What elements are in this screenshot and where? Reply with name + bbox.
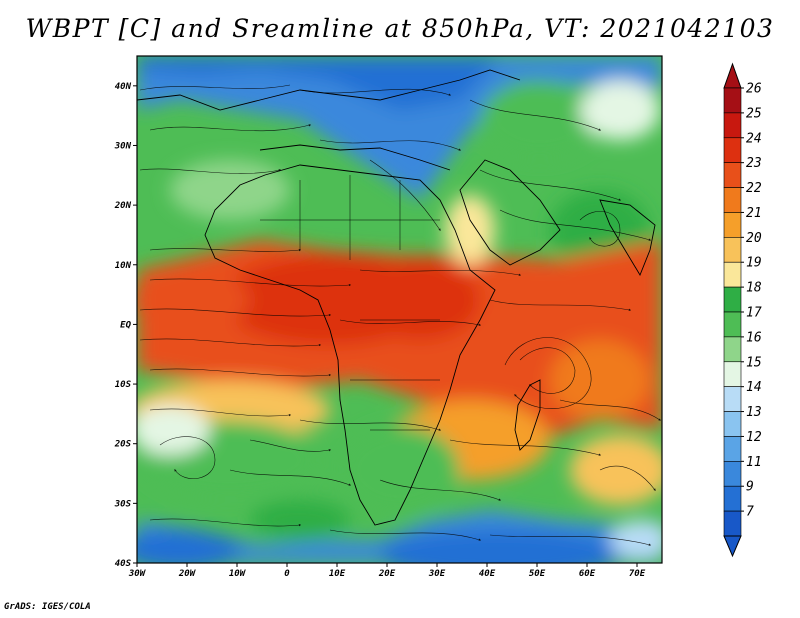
colorbar-swatch [723, 510, 742, 537]
colorbar-level-label: 18 [746, 281, 762, 296]
colorbar-level-label: 12 [746, 430, 762, 445]
colorbar-level-label: 16 [746, 330, 762, 345]
colorbar-swatch [723, 485, 742, 512]
lon-tick-label: 10E [329, 569, 346, 579]
map-frame [136, 55, 663, 564]
lon-tick-label: 20W [178, 569, 197, 579]
lon-tick-label: 60E [579, 569, 596, 579]
colorbar-level-label: 26 [746, 82, 762, 97]
colorbar-level-label: 20 [746, 231, 762, 246]
lat-tick-label: 10S [115, 380, 132, 390]
colorbar-swatch [723, 162, 742, 188]
colorbar-swatch [723, 386, 742, 412]
longitude-axis: 30W 20W 10W 0 10E 20E 30E 40E 50E 60E 70E [128, 563, 646, 579]
colorbar-level-label: 22 [746, 181, 762, 196]
colorbar-swatch [723, 212, 742, 238]
colorbar-swatch [723, 336, 742, 363]
colorbar-level-label: 24 [746, 131, 762, 146]
colorbar-cap-bottom [723, 535, 742, 558]
colorbar-swatch [723, 311, 742, 338]
lon-tick-label: 10W [229, 569, 247, 579]
colorbar-swatch [723, 237, 742, 263]
colorbar-cap-top [723, 62, 742, 89]
colorbar-swatch [723, 261, 742, 288]
lat-tick-label: 20S [114, 440, 132, 450]
lat-tick-label: EQ [120, 320, 131, 330]
colorbar-level-label: 9 [746, 480, 754, 495]
colorbar-level-label: 25 [746, 106, 762, 121]
colorbar-swatch [723, 461, 742, 487]
lon-tick-label: 50E [529, 569, 546, 579]
colorbar-level-label: 14 [746, 380, 762, 395]
colorbar-swatch [723, 87, 742, 114]
colorbar-legend: 26 25 24 23 22 21 20 19 18 17 16 15 14 13 12 11 9 7 [723, 62, 762, 558]
lat-tick-label: 40S [115, 559, 132, 569]
colorbar-swatch [723, 286, 742, 313]
colorbar-level-label: 11 [746, 455, 762, 470]
colorbar-level-label: 21 [746, 206, 762, 221]
lon-tick-label: 0 [284, 569, 290, 579]
lon-tick-label: 30W [128, 569, 147, 579]
grads-credit: GrADS: IGES/COLA [4, 602, 91, 612]
lon-tick-label: 30E [428, 569, 446, 579]
colorbar-level-label: 7 [746, 505, 754, 520]
colorbar-level-label: 17 [746, 306, 762, 321]
lat-tick-label: 40N [115, 82, 132, 92]
latitude-axis: 40N 30N 20N 10N EQ 10S 20S 30S 40S [114, 82, 137, 569]
colorbar-swatch [723, 411, 742, 437]
colorbar-swatch [723, 361, 742, 387]
colorbar-level-label: 19 [746, 256, 762, 271]
lon-tick-label: 20E [378, 569, 396, 579]
colorbar-level-label: 23 [746, 156, 762, 171]
lat-tick-label: 30S [114, 499, 132, 509]
lat-tick-label: 30N [114, 141, 132, 151]
lat-tick-label: 20N [114, 201, 132, 211]
colorbar-swatch [723, 436, 742, 462]
chart-title: WBPT [C] and Sreamline at 850hPa, VT: 20… [25, 14, 775, 43]
colorbar-level-label: 13 [746, 405, 762, 420]
colorbar-swatch [723, 137, 742, 163]
wet-bulb-field [137, 56, 662, 563]
colorbar-swatch [723, 112, 742, 139]
lat-tick-label: 10N [115, 261, 132, 271]
lon-tick-label: 70E [629, 569, 646, 579]
colorbar-swatch [723, 187, 742, 213]
colorbar-level-label: 15 [746, 355, 762, 370]
lon-tick-label: 40E [479, 569, 496, 579]
